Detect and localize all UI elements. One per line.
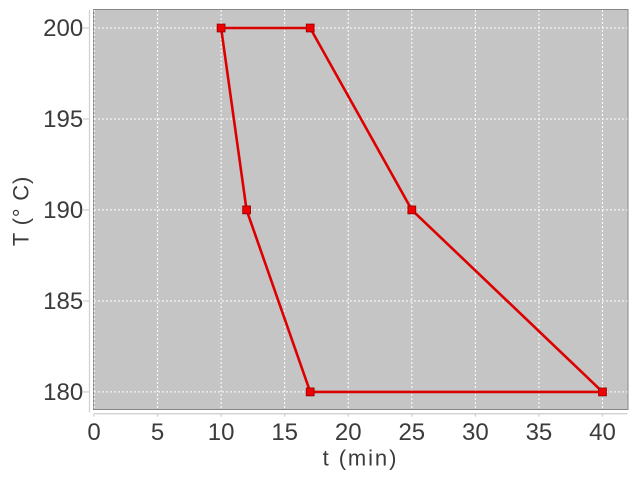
svg-text:190: 190: [43, 197, 83, 224]
svg-text:15: 15: [271, 419, 298, 446]
svg-text:35: 35: [526, 419, 553, 446]
svg-text:t (min): t (min): [323, 446, 399, 471]
svg-text:25: 25: [398, 419, 425, 446]
svg-text:10: 10: [208, 419, 235, 446]
svg-text:20: 20: [335, 419, 362, 446]
svg-text:0: 0: [87, 419, 100, 446]
svg-text:30: 30: [462, 419, 489, 446]
svg-text:T (° C): T (° C): [9, 176, 34, 246]
svg-text:180: 180: [43, 379, 83, 406]
svg-text:195: 195: [43, 106, 83, 133]
svg-text:5: 5: [151, 419, 164, 446]
svg-text:185: 185: [43, 288, 83, 315]
svg-text:200: 200: [43, 15, 83, 42]
svg-text:40: 40: [589, 419, 616, 446]
